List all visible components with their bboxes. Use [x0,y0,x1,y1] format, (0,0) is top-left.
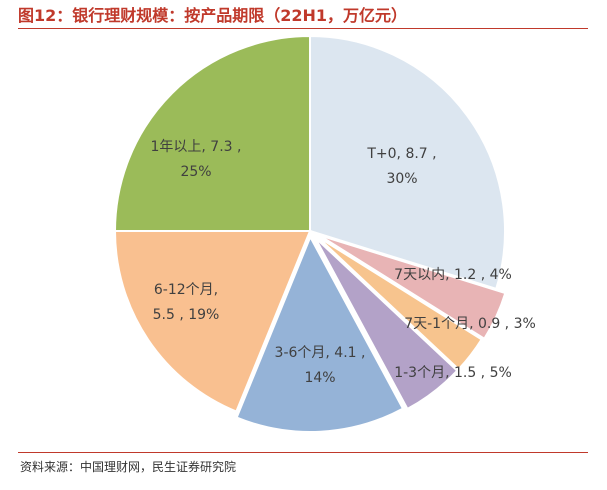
pie-slices [113,34,507,433]
pie-slice-T+0 [309,34,506,291]
slice-label-6-12个月: 6-12个月, 5.5 , 19% [153,282,220,323]
pie-slice-7天-1个月 [315,235,483,371]
pie-labels: T+0, 8.7 , 30% 7天以内, 1.2 , 4% 7天-1个月, 0.9 ,… [151,139,536,386]
slice-label-7天以内: 7天以内, 1.2 , 4% [394,267,512,283]
slice-label-1-3个月: 1-3个月, 1.5 , 5% [394,365,512,381]
pie-slice-1年以上 [113,34,311,232]
source-divider [18,452,588,453]
title-divider [18,28,588,29]
slice-label-3-6个月: 3-6个月, 4.1 , 14% [275,345,366,386]
pie-slice-7天以内 [318,234,507,341]
pie-slice-3-6个月 [235,234,405,433]
source-note: 资料来源：中国理财网，民生证券研究院 [20,460,237,474]
slice-label-T+0: T+0, 8.7 , 30% [366,146,436,187]
pie-slice-6-12个月 [113,230,312,413]
slice-label-1年以上: 1年以上, 7.3 , 25% [151,139,242,180]
chart-title: 图12：银行理财规模：按产品期限（22H1，万亿元） [18,6,408,25]
slice-label-7天-1个月: 7天-1个月, 0.9 , 3% [404,316,536,332]
pie-slice-1-3个月 [314,236,459,411]
